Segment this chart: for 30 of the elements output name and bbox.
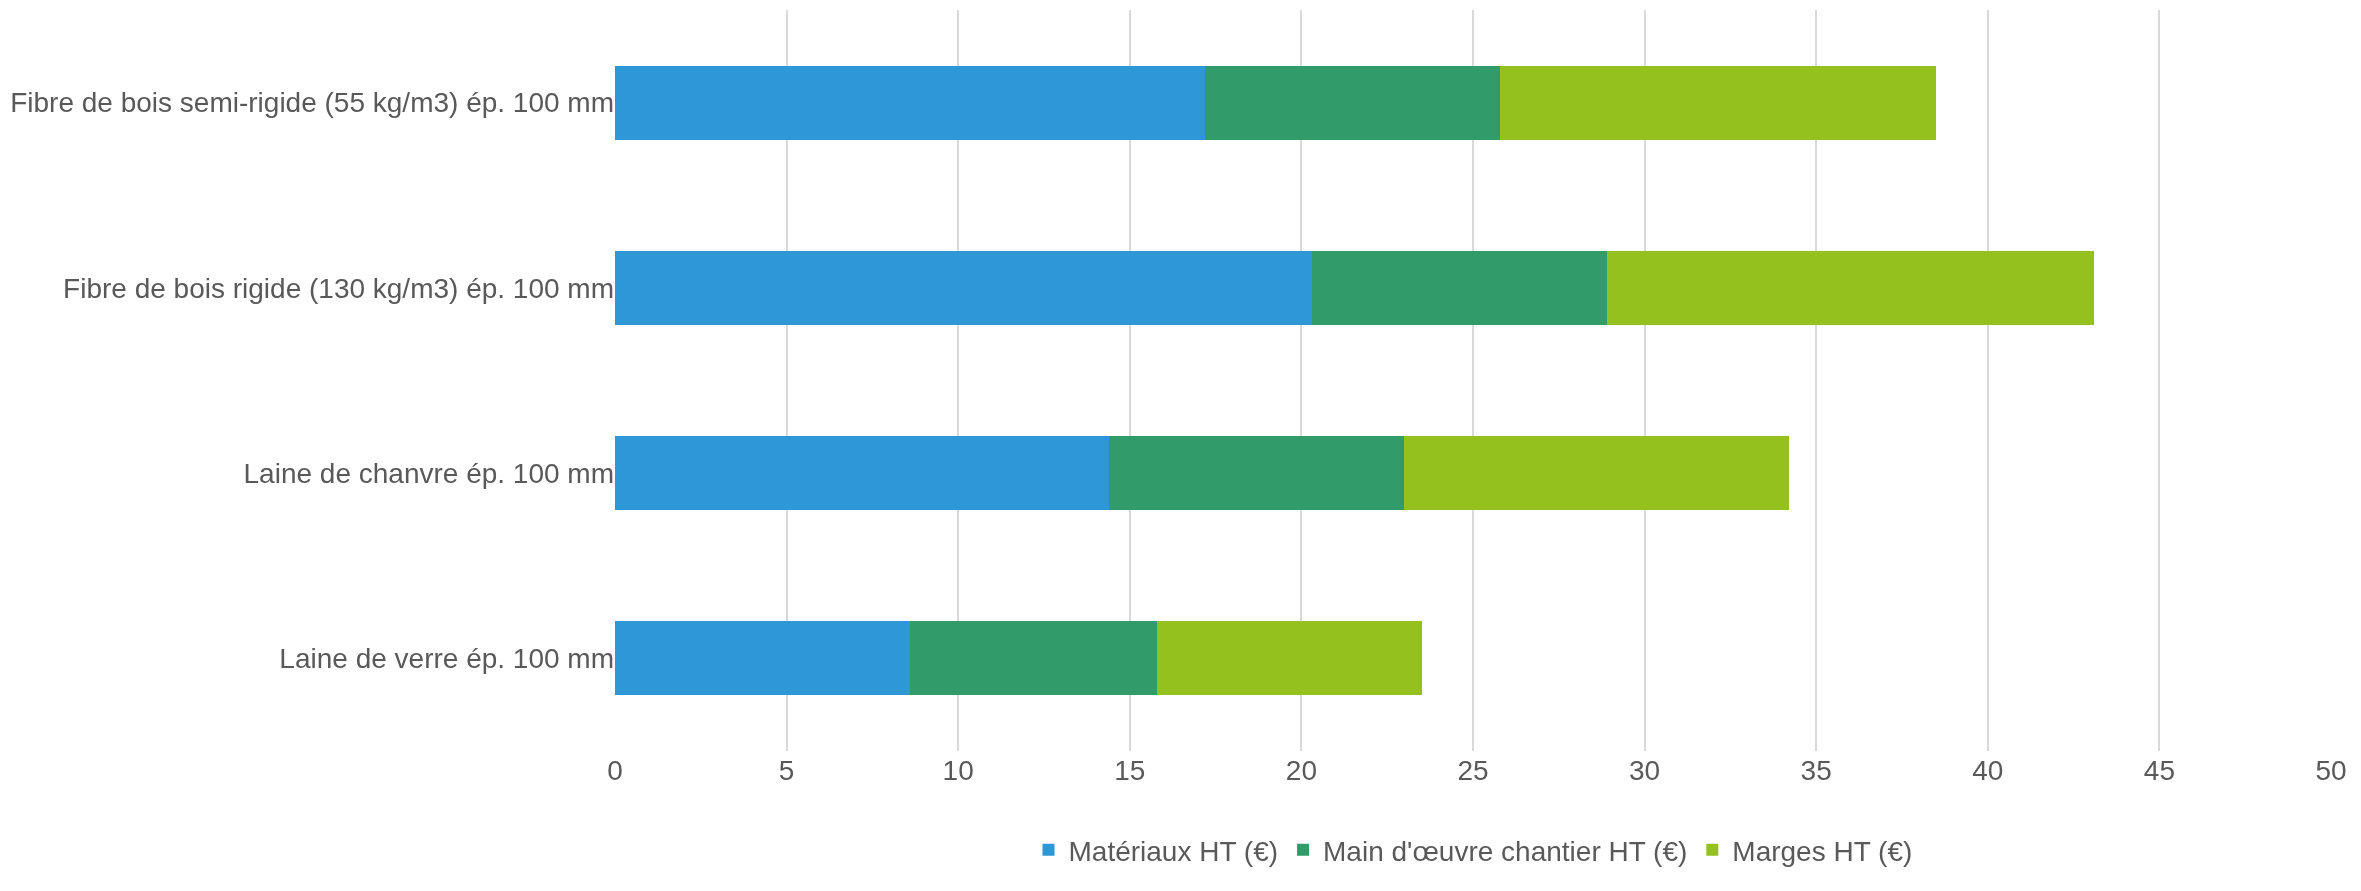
bar bbox=[615, 436, 1110, 511]
bar bbox=[615, 65, 1206, 140]
x-tick-label: 10 bbox=[942, 755, 974, 786]
x-tick-label: 20 bbox=[1285, 755, 1317, 786]
y-tick-label: Laine de chanvre ép. 100 mm bbox=[243, 457, 614, 489]
bar bbox=[910, 621, 1158, 696]
y-tick-label: Fibre de bois rigide (130 kg/m3) ép. 100 mm bbox=[63, 272, 614, 304]
bar bbox=[1109, 436, 1405, 511]
x-tick-label: 40 bbox=[1972, 755, 2004, 786]
x-tick-label: 25 bbox=[1457, 755, 1489, 786]
bar bbox=[1500, 65, 1937, 140]
x-tick-label: 45 bbox=[2143, 755, 2175, 786]
legend-label: Main d'œuvre chantier HT (€) bbox=[1323, 835, 1688, 867]
y-tick-label: Laine de verre ép. 100 mm bbox=[279, 643, 614, 675]
x-tick-label: 15 bbox=[1114, 755, 1146, 786]
bar bbox=[1404, 436, 1789, 511]
bar bbox=[615, 250, 1312, 325]
x-tick-label: 0 bbox=[607, 755, 623, 786]
bar bbox=[1606, 250, 2095, 325]
x-tick-label: 50 bbox=[2315, 755, 2347, 786]
bar bbox=[1205, 65, 1501, 140]
y-tick-label: Fibre de bois semi-rigide (55 kg/m3) ép. 100 mm bbox=[10, 87, 614, 119]
bar bbox=[1157, 621, 1422, 696]
x-tick-label: 5 bbox=[778, 755, 795, 786]
x-tick-label: 35 bbox=[1800, 755, 1832, 786]
legend-label: Marges HT (€) bbox=[1732, 835, 1913, 867]
legend-label: Matériaux HT (€) bbox=[1068, 835, 1279, 867]
x-tick-label: 30 bbox=[1629, 755, 1661, 786]
bar bbox=[615, 621, 911, 696]
bar bbox=[1311, 250, 1607, 325]
